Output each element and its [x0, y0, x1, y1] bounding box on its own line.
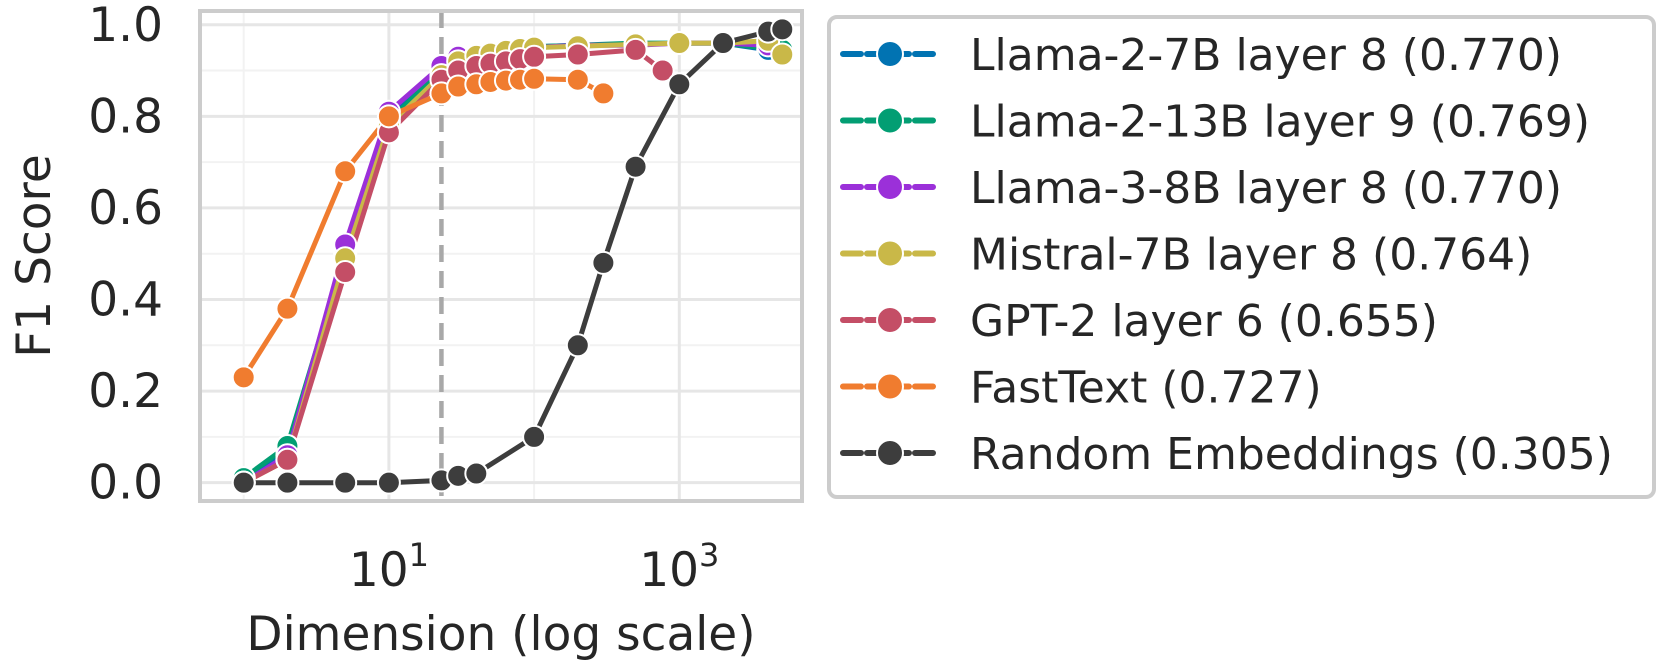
y-tick-label: 0.8	[88, 89, 163, 144]
x-axis-label: Dimension (log scale)	[246, 607, 755, 662]
series-markers	[231, 17, 795, 495]
y-axis-ticks: 0.0 0.2 0.4 0.6 0.8 1.0	[88, 0, 163, 511]
data-point	[565, 67, 590, 92]
data-point	[231, 365, 256, 390]
legend-label: Llama-2-7B layer 8 (0.770)	[970, 30, 1562, 81]
legend-marker-0	[876, 40, 904, 68]
data-point	[275, 447, 300, 472]
data-point	[770, 42, 795, 67]
data-point	[376, 104, 401, 129]
y-tick-label: 0.0	[88, 456, 163, 511]
data-point	[376, 470, 401, 495]
legend-label: FastText (0.727)	[970, 363, 1322, 414]
legend-label: Mistral-7B layer 8 (0.764)	[970, 230, 1532, 281]
y-tick-label: 0.2	[88, 364, 163, 419]
x-tick-label: 103	[639, 536, 719, 598]
y-tick-label: 0.4	[88, 273, 163, 328]
plot-frame	[198, 9, 804, 503]
data-point	[464, 461, 489, 486]
data-point	[565, 333, 590, 358]
data-point	[333, 260, 358, 285]
data-point	[333, 159, 358, 184]
y-axis-label: F1 Score	[7, 154, 62, 358]
data-point	[623, 37, 648, 62]
data-point	[565, 42, 590, 67]
data-point	[333, 470, 358, 495]
data-point	[522, 44, 547, 69]
legend-marker-5	[876, 372, 904, 401]
legend-label: Llama-2-13B layer 9 (0.769)	[970, 97, 1590, 148]
legend: Llama-2-7B layer 8 (0.770) Llama-2-13B la…	[840, 30, 1613, 480]
data-point	[667, 72, 692, 97]
legend-label: GPT-2 layer 6 (0.655)	[970, 296, 1438, 347]
data-point	[711, 31, 736, 56]
legend-frame	[827, 15, 1656, 499]
legend-label: Random Embeddings (0.305)	[970, 429, 1613, 480]
data-point	[275, 296, 300, 321]
data-point	[591, 250, 616, 275]
legend-marker-1	[876, 106, 904, 135]
data-point	[231, 470, 256, 495]
y-tick-label: 1.0	[88, 0, 163, 53]
data-point	[667, 31, 692, 56]
x-axis-ticks: 101 103	[349, 536, 720, 598]
legend-marker-2	[876, 173, 904, 201]
x-tick-label: 101	[349, 536, 429, 598]
data-point	[275, 470, 300, 495]
legend-marker-4	[876, 306, 904, 334]
legend-label: Llama-3-8B layer 8 (0.770)	[970, 163, 1562, 214]
legend-marker-6	[876, 439, 904, 467]
data-point	[522, 424, 547, 449]
legend-marker-3	[876, 239, 904, 268]
data-point	[623, 154, 648, 179]
data-point	[770, 17, 795, 42]
y-tick-label: 0.6	[88, 181, 163, 236]
data-point	[591, 81, 616, 106]
data-point	[522, 66, 547, 91]
data-point	[650, 58, 675, 83]
